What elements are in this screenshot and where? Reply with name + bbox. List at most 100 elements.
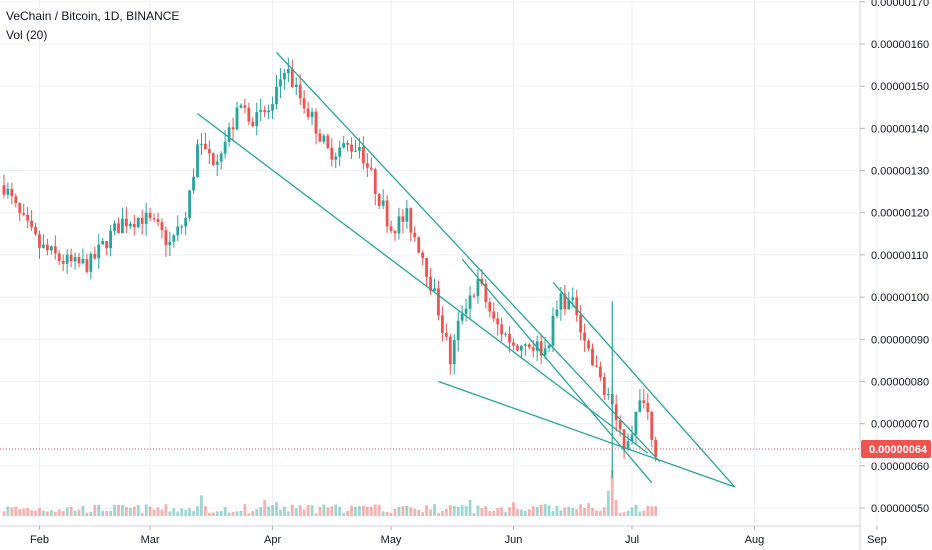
volume-bar xyxy=(18,508,22,516)
volume-bar xyxy=(160,509,164,516)
trendline[interactable] xyxy=(552,281,736,488)
candle-body xyxy=(358,147,361,151)
candle-body xyxy=(559,293,563,310)
volume-bar xyxy=(14,506,18,516)
volume-bar xyxy=(547,505,551,516)
volume-bar xyxy=(306,504,310,516)
volume-bar xyxy=(520,509,523,516)
candle-body xyxy=(381,200,385,206)
volume-bar xyxy=(354,506,357,516)
candle-body xyxy=(437,288,440,316)
volume-bar xyxy=(452,505,456,516)
volume-bar xyxy=(358,505,361,516)
volume-bar xyxy=(555,505,559,516)
candle-body xyxy=(567,299,571,310)
volume-bar xyxy=(488,510,492,516)
candle-body xyxy=(417,237,421,253)
volume-bar xyxy=(318,506,322,516)
x-tick-label: Aug xyxy=(745,534,765,546)
volume-bar xyxy=(583,507,586,516)
volume-bar xyxy=(38,508,41,516)
candle-body xyxy=(634,411,638,435)
trendline[interactable] xyxy=(197,113,649,454)
volume-bar xyxy=(89,511,93,516)
y-tick-label: 0.00000140 xyxy=(871,123,929,135)
candle-body xyxy=(539,341,543,356)
candle-body xyxy=(38,234,41,248)
candle-body xyxy=(508,333,511,343)
trendline[interactable] xyxy=(276,51,661,463)
volume-bar xyxy=(200,495,203,516)
candle-body xyxy=(89,253,93,272)
candle-body xyxy=(460,313,464,321)
volume-bar xyxy=(595,510,598,516)
volume-bar xyxy=(152,509,156,516)
candle-body xyxy=(148,212,152,219)
candle-body xyxy=(468,295,472,309)
candle-body xyxy=(227,127,231,142)
volume-bar xyxy=(204,506,207,516)
volume-bar xyxy=(527,509,531,516)
volume-bar xyxy=(599,510,602,516)
volume-bar xyxy=(638,511,642,516)
candle-body xyxy=(512,342,515,346)
candle-body xyxy=(614,404,618,421)
candle-body xyxy=(555,309,559,316)
volume-bar xyxy=(6,506,10,516)
candle-body xyxy=(42,244,45,248)
trendline[interactable] xyxy=(461,258,653,484)
volume-bar xyxy=(626,510,630,516)
volume-bar xyxy=(630,507,634,516)
volume-bar xyxy=(113,505,116,516)
trendline[interactable] xyxy=(438,380,735,488)
volume-bar xyxy=(571,508,575,516)
volume-bar xyxy=(192,511,195,516)
candle-body xyxy=(476,278,480,297)
volume-bar xyxy=(401,506,405,516)
volume-bar xyxy=(484,506,488,516)
candle-body xyxy=(488,302,492,312)
volume-bar xyxy=(61,511,65,516)
chart-title: VeChain / Bitcoin, 1D, BINANCE xyxy=(6,9,180,23)
volume-bar xyxy=(575,509,579,516)
candle-body xyxy=(188,190,191,218)
volume-bar xyxy=(350,505,353,516)
volume-bar xyxy=(46,511,49,516)
candle-body xyxy=(279,79,282,87)
candle-body xyxy=(575,297,579,316)
candle-body xyxy=(456,320,460,341)
volume-bar xyxy=(168,511,172,516)
volume-bar xyxy=(207,512,211,516)
candle-body xyxy=(298,84,302,99)
candle-body xyxy=(2,185,6,195)
volume-bar xyxy=(128,508,132,516)
volume-bar xyxy=(405,505,409,516)
candle-body xyxy=(30,220,33,227)
volume-bar xyxy=(444,509,448,516)
volume-bar xyxy=(539,505,543,516)
volume-bar xyxy=(231,511,235,516)
candle-body xyxy=(630,434,634,442)
volume-bar xyxy=(365,506,369,516)
volume-bar xyxy=(362,505,365,516)
candle-body xyxy=(583,332,586,341)
candle-body xyxy=(46,244,49,251)
volume-bar xyxy=(559,510,563,516)
candle-body xyxy=(599,366,602,378)
candle-body xyxy=(618,420,622,430)
y-tick-label: 0.00000070 xyxy=(871,419,929,431)
candle-body xyxy=(547,345,551,349)
candle-body xyxy=(472,295,476,297)
candle-body xyxy=(259,110,263,112)
candle-body xyxy=(18,203,22,214)
volume-bar xyxy=(516,508,519,516)
candle-body xyxy=(180,226,184,228)
candle-body xyxy=(595,365,598,367)
candle-body xyxy=(444,332,448,337)
x-tick-label: Jun xyxy=(505,534,523,546)
volume-bar xyxy=(500,507,504,516)
candle-body xyxy=(231,127,235,130)
volume-bar xyxy=(271,505,274,516)
candle-body xyxy=(125,218,128,227)
